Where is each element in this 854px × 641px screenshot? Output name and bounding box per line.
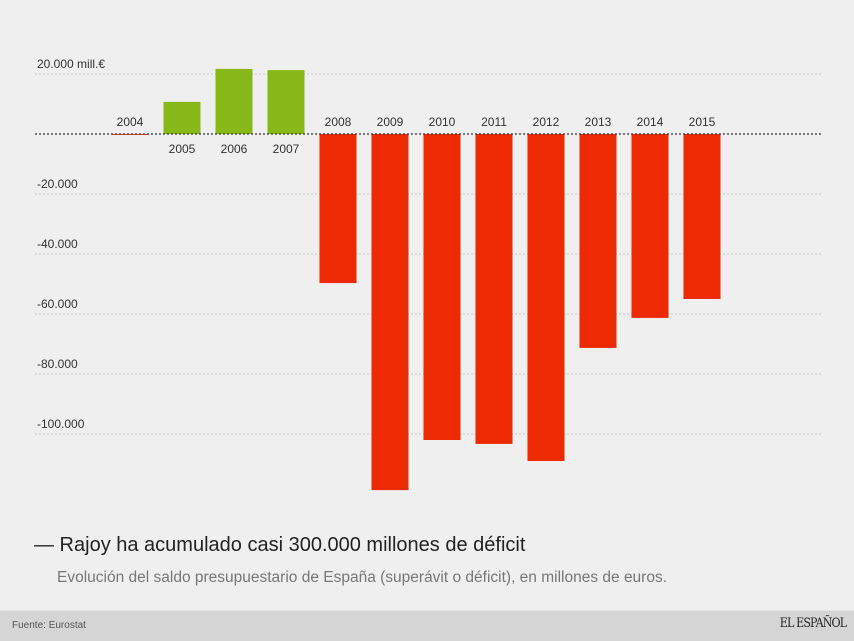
x-label-2012: 2012: [533, 115, 560, 129]
bar-2005: [163, 101, 201, 134]
bar-2011: [475, 134, 513, 444]
source-label: Fuente: Eurostat: [12, 620, 86, 631]
x-label-2015: 2015: [689, 115, 716, 129]
bar-2009: [371, 134, 409, 491]
bar-chart: 20.000 mill.€ -20.000 -40.000 -60.000 -80.00…: [35, 57, 822, 491]
x-label-2009: 2009: [377, 115, 404, 129]
y-tick-label: -60.000: [37, 297, 78, 311]
bar-2010: [423, 134, 461, 440]
y-tick-label: -40.000: [37, 237, 78, 251]
x-label-2014: 2014: [637, 115, 664, 129]
x-label-2011: 2011: [481, 115, 507, 129]
x-label-2010: 2010: [429, 115, 456, 129]
x-label-2007: 2007: [273, 142, 300, 156]
bar-2008: [319, 134, 357, 284]
x-label-2008: 2008: [325, 115, 352, 129]
bar-2014: [631, 134, 669, 318]
x-label-2005: 2005: [169, 142, 196, 156]
bar-2006: [215, 68, 253, 134]
x-label-2006: 2006: [221, 142, 248, 156]
x-label-2004: 2004: [117, 115, 144, 129]
bar-2015: [683, 134, 721, 299]
y-tick-label: -100.000: [37, 417, 85, 431]
y-tick-label: -80.000: [37, 357, 78, 371]
chart-subtitle: Evolución del saldo presupuestario de Es…: [57, 569, 668, 586]
footer: Fuente: Eurostat EL ESPAÑOL: [0, 610, 854, 641]
bar-2004: [111, 134, 149, 135]
y-tick-label: -20.000: [37, 177, 78, 191]
logo[interactable]: EL ESPAÑOL: [779, 616, 846, 631]
y-tick-label: 20.000 mill.€: [37, 57, 105, 71]
bar-2013: [579, 134, 617, 348]
bar-2007: [267, 70, 305, 134]
x-label-2013: 2013: [585, 115, 612, 129]
chart-title: — Rajoy ha acumulado casi 300.000 millon…: [34, 534, 526, 556]
bar-2012: [527, 134, 565, 461]
